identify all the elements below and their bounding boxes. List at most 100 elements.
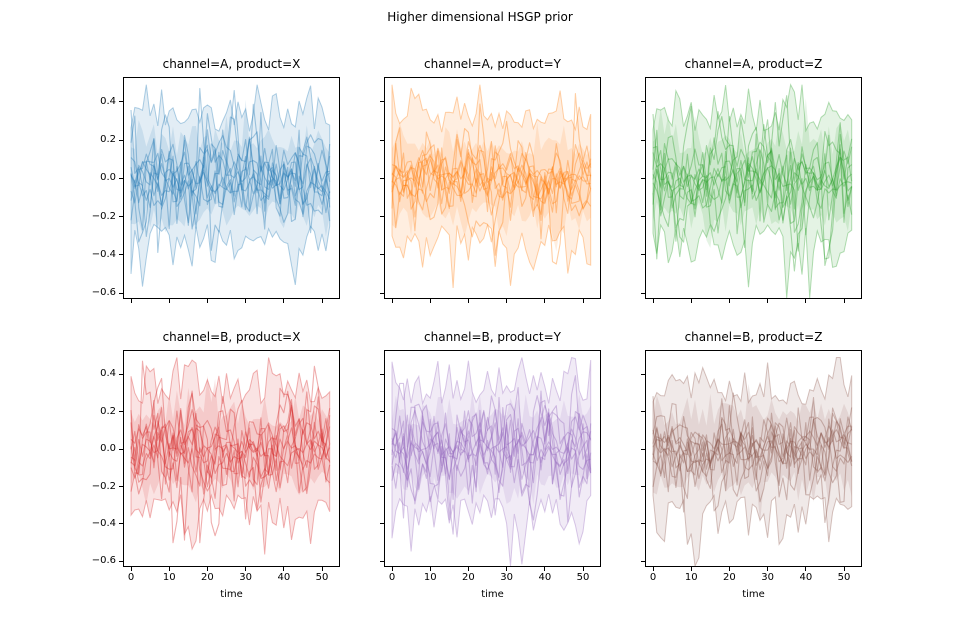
x-tick-mark <box>805 567 807 571</box>
y-tick-mark <box>380 411 384 413</box>
y-tick-mark <box>380 177 384 179</box>
prior-draw-line <box>652 105 853 272</box>
y-tick-label: 0.0 <box>100 443 116 455</box>
x-tick-mark <box>245 567 247 571</box>
subplot-panel-channel-b-product-y: channel=B, product=Y 0 10 20 30 40 50 time <box>380 330 601 600</box>
prior-draw-line <box>130 129 331 243</box>
axes-spines <box>645 77 862 299</box>
y-tick-mark <box>119 101 123 103</box>
prior-band-outer <box>652 83 853 299</box>
x-tick-mark <box>391 567 393 571</box>
y-tick-mark <box>641 448 645 450</box>
y-tick-mark <box>119 216 123 218</box>
prior-draw-line <box>652 118 853 205</box>
y-tick-label: −0.2 <box>91 210 116 222</box>
prior-draw-line <box>130 114 331 251</box>
prior-draw-line <box>652 115 853 267</box>
prior-band-inner <box>392 392 591 517</box>
axes-spines <box>384 77 601 299</box>
prior-draw-line <box>652 422 853 524</box>
x-tick-label: 10 <box>162 572 176 583</box>
y-tick-label: −0.2 <box>91 480 116 492</box>
x-tick-mark <box>206 299 208 303</box>
plot-area <box>645 77 862 299</box>
prior-draw-line <box>652 95 853 260</box>
y-tick-mark <box>119 292 123 294</box>
plot-area <box>645 350 862 567</box>
prior-draw-line <box>130 395 331 486</box>
y-tick-mark <box>380 373 384 375</box>
prior-draw-line <box>391 425 592 480</box>
prior-draw-line <box>391 120 592 213</box>
y-tick-mark <box>641 292 645 294</box>
y-tick-mark <box>119 448 123 450</box>
x-tick-mark <box>805 299 807 303</box>
prior-draw-line <box>391 412 592 487</box>
x-tick-label: 40 <box>799 572 813 583</box>
x-tick-mark <box>544 299 546 303</box>
x-tick-label: 10 <box>423 572 437 583</box>
y-tick-mark <box>641 177 645 179</box>
prior-draw-line <box>391 152 591 203</box>
x-tick-mark <box>429 299 431 303</box>
x-tick-label: 0 <box>388 572 396 583</box>
x-tick-label: 30 <box>500 572 513 583</box>
y-tick-mark <box>119 177 123 179</box>
subplot-title: channel=B, product=Y <box>424 330 561 344</box>
y-tick-label: −0.4 <box>91 517 116 529</box>
prior-draw-line <box>652 126 853 233</box>
plot-area <box>384 77 601 299</box>
prior-draw-line <box>130 360 331 537</box>
plot-area <box>384 350 601 567</box>
y-tick-mark <box>380 448 384 450</box>
prior-draw-line <box>130 87 331 206</box>
prior-draw-line <box>652 422 853 467</box>
x-tick-mark <box>690 567 692 571</box>
subplot-title: channel=A, product=Y <box>424 57 561 71</box>
y-tick-mark <box>119 254 123 256</box>
prior-draw-line <box>652 416 853 488</box>
prior-draw-line <box>391 145 592 211</box>
prior-band-inner <box>653 98 852 248</box>
prior-draw-line <box>391 143 592 215</box>
prior-draw-line <box>130 391 331 493</box>
prior-draw-line <box>130 90 331 254</box>
axes-spines <box>645 350 862 567</box>
prior-band-inner <box>131 375 330 505</box>
x-tick-mark <box>652 299 654 303</box>
x-tick-label: 50 <box>837 572 851 583</box>
prior-draw-line <box>652 150 852 260</box>
prior-draw-line <box>130 149 331 215</box>
plot-area <box>123 77 340 299</box>
x-tick-mark <box>206 567 208 571</box>
subplot-panel-channel-a-product-x: channel=A, product=X 0.4 0.2 0.0 −0.2 −0.4 −0.… <box>92 57 340 303</box>
prior-draw-line <box>391 93 592 265</box>
prior-draw-line <box>130 390 331 500</box>
prior-band-outer <box>391 84 592 289</box>
prior-draw-line <box>130 365 331 503</box>
y-tick-label: −0.4 <box>91 248 116 260</box>
axes-spines <box>123 350 340 567</box>
x-tick-label: 50 <box>315 572 329 583</box>
x-tick-mark <box>690 299 692 303</box>
x-tick-mark <box>321 299 323 303</box>
prior-draw-line <box>391 409 592 523</box>
prior-draw-line <box>652 147 853 228</box>
prior-band-inner <box>653 383 852 524</box>
prior-draw-line <box>652 405 853 482</box>
x-tick-mark <box>467 299 469 303</box>
prior-draw-line <box>652 416 853 478</box>
x-tick-label: 40 <box>277 572 291 583</box>
x-tick-mark <box>728 567 730 571</box>
prior-draw-line <box>391 141 592 229</box>
prior-draw-line <box>130 417 331 484</box>
y-tick-mark <box>641 411 645 413</box>
prior-draw-line <box>391 387 592 516</box>
y-tick-mark <box>380 292 384 294</box>
prior-draw-line <box>391 396 592 521</box>
prior-draw-line <box>652 392 853 513</box>
y-tick-label: 0.0 <box>100 172 116 184</box>
y-tick-label: 0.4 <box>100 95 116 107</box>
x-tick-mark <box>767 299 769 303</box>
prior-draw-line <box>391 149 591 216</box>
